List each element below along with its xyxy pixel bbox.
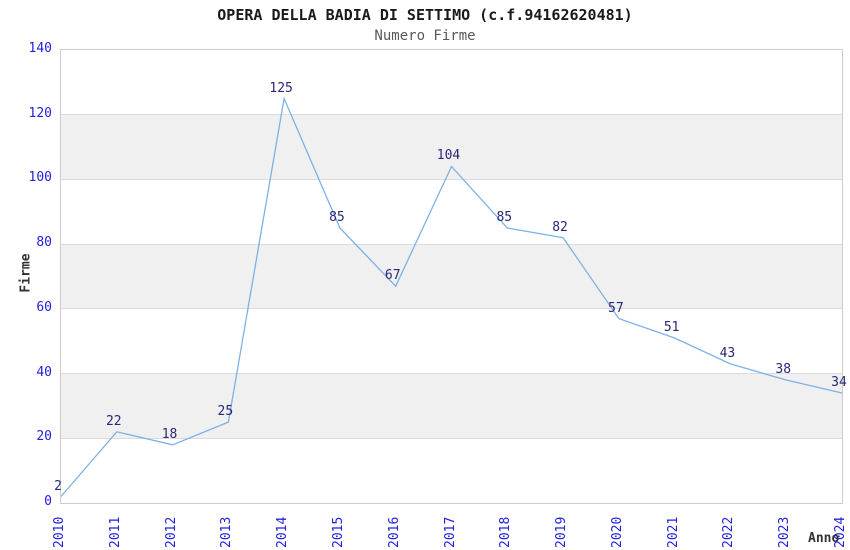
data-point-label: 82 bbox=[552, 219, 568, 235]
y-tick-label: 120 bbox=[28, 105, 52, 121]
y-tick-label: 80 bbox=[36, 235, 52, 251]
data-point-label: 125 bbox=[269, 80, 293, 96]
data-point-label: 85 bbox=[496, 209, 513, 225]
x-tick-label: 2010 bbox=[52, 516, 67, 548]
x-tick-label: 2012 bbox=[163, 516, 179, 548]
plot-band bbox=[61, 179, 842, 245]
data-point-label: 34 bbox=[831, 374, 847, 390]
gridline bbox=[61, 243, 842, 245]
gridline bbox=[61, 373, 842, 375]
y-tick-label: 100 bbox=[28, 170, 52, 186]
x-axis-title: Anno bbox=[808, 531, 840, 546]
y-tick-label: 20 bbox=[36, 429, 52, 445]
y-tick-label: 0 bbox=[44, 494, 52, 509]
plot-band bbox=[61, 438, 842, 503]
x-tick-label: 2017 bbox=[442, 516, 458, 548]
y-axis-title: Firme bbox=[18, 253, 34, 293]
plot-area: 2 22 18 25 125 85 67 104 85 82 57 51 43 38 34 bbox=[54, 49, 847, 504]
data-point-label: 104 bbox=[436, 148, 461, 164]
data-point-label: 25 bbox=[217, 404, 234, 420]
data-point-label: 57 bbox=[608, 300, 624, 316]
gridline bbox=[61, 114, 842, 116]
plot-band bbox=[61, 244, 842, 309]
x-tick-label: 2022 bbox=[721, 516, 737, 548]
plot-band bbox=[61, 50, 842, 115]
data-point-label: 38 bbox=[775, 362, 792, 378]
plot-band bbox=[61, 373, 842, 439]
chart-title: OPERA DELLA BADIA DI SETTIMO (c.f.941626… bbox=[217, 6, 633, 24]
data-point-label: 43 bbox=[719, 345, 736, 361]
plot-band bbox=[61, 308, 842, 374]
x-tick-label: 2011 bbox=[107, 516, 123, 548]
data-line bbox=[60, 96, 843, 497]
x-tick-label: 2021 bbox=[665, 516, 681, 548]
gridline bbox=[61, 178, 842, 180]
data-point-label: 67 bbox=[384, 268, 401, 284]
y-tick-label: 40 bbox=[36, 364, 52, 380]
x-tick-label: 2018 bbox=[498, 516, 514, 548]
data-point-label: 18 bbox=[161, 426, 178, 442]
x-tick-label: 2014 bbox=[275, 516, 291, 548]
x-tick-label: 2013 bbox=[219, 516, 235, 548]
plot-band bbox=[61, 114, 842, 180]
x-tick-label: 2020 bbox=[609, 516, 625, 548]
y-tick-label: 60 bbox=[36, 299, 52, 315]
x-tick-label: 2023 bbox=[777, 516, 793, 548]
chart-subtitle: Numero Firme bbox=[374, 28, 476, 44]
gridline bbox=[61, 437, 842, 439]
x-tick-label: 2016 bbox=[386, 516, 402, 548]
data-point-label: 22 bbox=[105, 413, 122, 429]
data-point-label: 51 bbox=[663, 319, 680, 335]
x-tick-label: 2015 bbox=[330, 516, 346, 548]
gridline bbox=[61, 308, 842, 310]
line-series bbox=[60, 96, 843, 497]
y-tick-label: 140 bbox=[28, 41, 52, 56]
x-tick-label: 2019 bbox=[554, 516, 570, 548]
data-point-label: 85 bbox=[329, 209, 345, 225]
data-point-label: 2 bbox=[54, 478, 62, 494]
